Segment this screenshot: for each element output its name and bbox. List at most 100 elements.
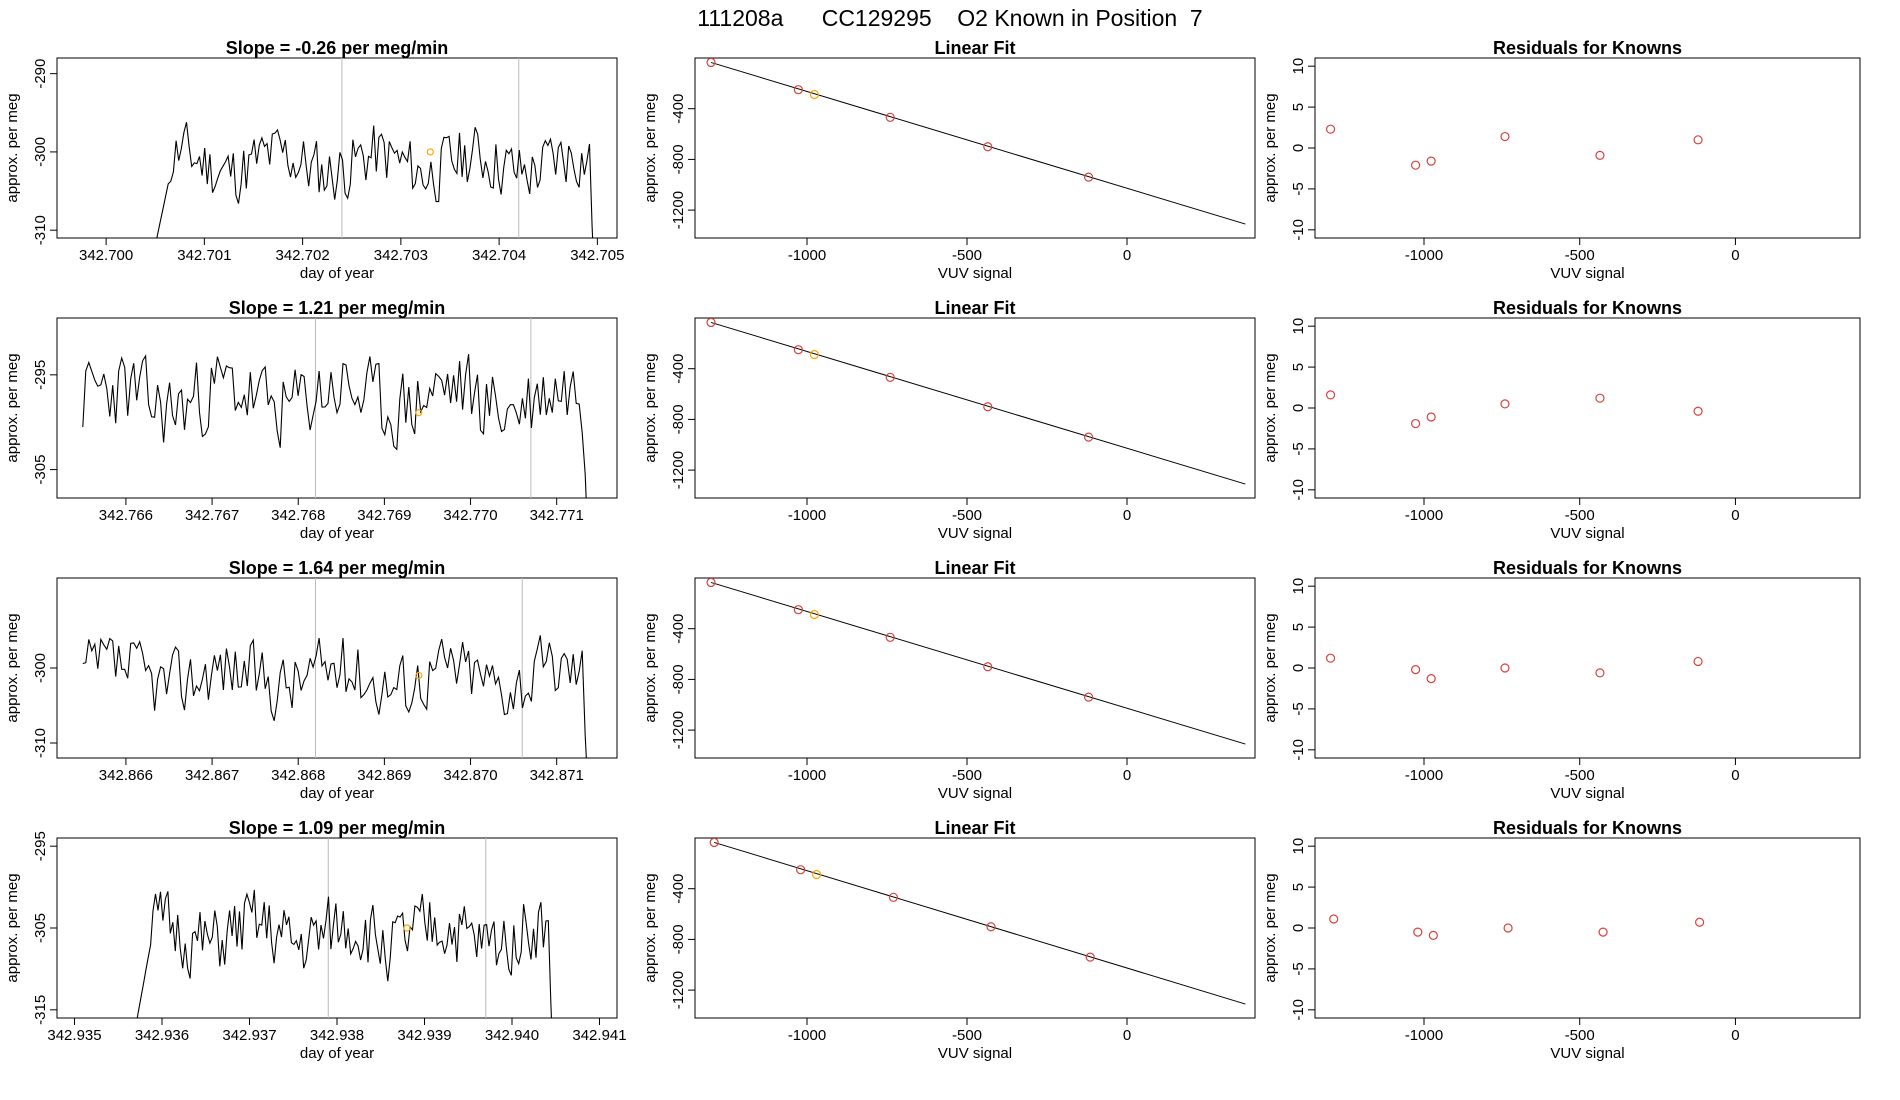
data-point [983,662,993,672]
x-tick-label: 342.939 [397,1027,451,1044]
title-text: Slope = [229,298,299,318]
y-tick-label: -10 [1290,739,1307,761]
x-tick-label: -1000 [788,767,826,784]
data-point [709,838,719,848]
data-point [1325,653,1336,663]
x-tick-label: 342.867 [185,767,239,784]
plot-frame [56,577,618,759]
y-tick-label: -800 [670,144,687,174]
panel-10: Slope = 1.09 per meg/min 342.935 342.936 34… [4,818,627,1062]
panel-title: Linear Fit [934,298,1015,318]
x-axis-label: VUV signal [1550,785,1624,802]
y-tick-label: -5 [1290,702,1307,715]
plot-frame [1314,577,1861,759]
slope-value: -0.26 [295,38,336,58]
plot-frame [694,317,1256,499]
x-tick-label: 342.936 [135,1027,189,1044]
x-axis-label: day of year [300,1045,374,1062]
y-tick-label: -400 [670,94,687,124]
y-axis-label: approx. per meg [1262,613,1279,722]
panel-title: Residuals for Knowns [1493,38,1682,58]
x-tick-label: -500 [952,767,982,784]
y-tick-label: 10 [1290,58,1307,75]
y-axis-label: approx. per meg [1262,353,1279,462]
data-point [1325,124,1336,134]
y-axis-label: approx. per meg [642,873,659,982]
x-tick-label: 342.938 [310,1027,364,1044]
title-text: Slope = [229,818,299,838]
x-axis-label: VUV signal [938,265,1012,282]
data-point [1085,952,1095,962]
panel-title: Linear Fit [934,38,1015,58]
x-tick-label: 0 [1123,507,1131,524]
plot-area [706,58,1246,225]
x-tick-label: 342.701 [177,247,231,264]
highlight-point [809,609,819,620]
x-tick-label: 342.871 [530,767,584,784]
data-point [1693,406,1703,416]
x-tick-label: 0 [1731,767,1739,784]
data-point [1083,172,1094,182]
x-axis-label: VUV signal [1550,265,1624,282]
y-tick-label: -295 [32,831,49,861]
data-point [793,85,803,95]
data-point [1413,927,1423,937]
plot-area [1325,653,1703,684]
x-tick-label: -1000 [788,507,826,524]
y-tick-label: -310 [32,215,49,245]
panel-5: Linear Fit -1000 -500 0 -400 -800 -1200 VUV sig… [642,298,1256,542]
title-text: per meg/min [333,558,445,578]
slope-value: 1.21 [298,298,333,318]
x-tick-label: -1000 [1405,767,1443,784]
x-tick-label: 342.767 [185,507,239,524]
y-axis-label: approx. per meg [4,353,21,462]
x-tick-label: -1000 [1405,1027,1443,1044]
x-tick-label: -500 [1565,767,1595,784]
x-axis-label: day of year [300,785,374,802]
plot-frame [56,317,618,499]
plot-area [706,578,1246,745]
x-tick-label: -500 [1565,1027,1595,1044]
y-axis-label: approx. per meg [4,873,21,982]
x-axis-label: VUV signal [938,785,1012,802]
x-axis-label: VUV signal [938,525,1012,542]
data-point [1500,663,1510,673]
series-line [82,635,587,758]
y-tick-label: -5 [1290,442,1307,455]
data-point [1595,150,1605,160]
x-tick-label: 342.940 [485,1027,539,1044]
x-axis-label: VUV signal [1550,525,1624,542]
data-point [1693,656,1703,667]
x-tick-label: 342.768 [271,507,325,524]
x-tick-label: 0 [1731,1027,1739,1044]
data-point [1083,692,1094,702]
y-axis-label: approx. per meg [4,93,21,202]
slope-value: 1.64 [298,558,333,578]
x-axis-label: VUV signal [938,1045,1012,1062]
data-point [1329,914,1339,924]
data-point [706,318,716,328]
plot-area [709,838,1246,1005]
y-tick-label: -305 [32,455,49,485]
data-point [1595,393,1605,403]
panel-title: Slope = -0.26 per meg/min [226,38,449,58]
x-tick-label: -1000 [1405,247,1443,264]
data-point [1325,390,1336,400]
y-tick-label: 10 [1290,318,1307,335]
highlight-point [426,148,434,156]
data-point [885,372,895,382]
panel-11: Linear Fit -1000 -500 0 -400 -800 -1200 VUV sig… [642,818,1256,1062]
y-tick-label: 10 [1290,578,1307,595]
x-tick-label: 342.770 [443,507,497,524]
x-tick-label: -500 [1565,247,1595,264]
panels: Slope = -0.26 per meg/min 342.700 342.701 3… [4,38,1861,1062]
title-text: per meg/min [333,298,445,318]
data-point [706,578,716,588]
plot-area [706,318,1246,485]
x-tick-label: -500 [952,247,982,264]
y-tick-label: -10 [1290,999,1307,1021]
series-line [156,122,594,238]
data-point [983,142,993,152]
plot-area [136,838,552,1018]
panel-title: Residuals for Knowns [1493,558,1682,578]
